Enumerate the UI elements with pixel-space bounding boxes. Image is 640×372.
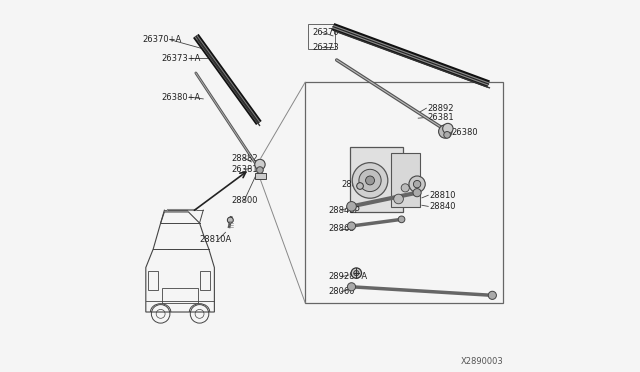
Text: 26373+A: 26373+A [161,54,201,62]
Circle shape [409,176,425,192]
Text: 26370: 26370 [312,28,339,37]
Circle shape [348,222,356,230]
Text: 28882: 28882 [231,154,258,163]
Circle shape [365,176,374,185]
Circle shape [488,291,497,299]
Circle shape [444,132,451,138]
FancyBboxPatch shape [391,153,420,208]
Circle shape [257,167,263,173]
Text: 28060: 28060 [328,287,355,296]
Bar [148,271,158,290]
Circle shape [351,268,362,278]
Circle shape [356,183,364,189]
Text: X2890003: X2890003 [461,357,504,366]
Circle shape [255,159,265,170]
Circle shape [438,125,452,138]
Circle shape [348,283,356,291]
Text: 28829: 28829 [342,180,368,189]
Text: 26381: 26381 [231,165,258,174]
Text: 28810A: 28810A [200,235,232,244]
Circle shape [352,163,388,198]
Text: 26380+A: 26380+A [161,93,200,102]
Circle shape [398,216,405,223]
Circle shape [359,169,381,192]
Circle shape [347,202,356,211]
Circle shape [413,189,421,197]
Text: 28840P: 28840P [328,206,360,215]
Text: 26381: 26381 [428,113,454,122]
Text: 28928+A: 28928+A [328,272,367,281]
Bar [200,271,210,290]
Polygon shape [255,173,266,179]
Text: 26373: 26373 [312,42,339,51]
Text: 28800: 28800 [231,196,257,205]
Text: 26370+A: 26370+A [143,35,182,44]
FancyBboxPatch shape [349,147,403,212]
Circle shape [443,124,453,134]
Circle shape [227,217,233,223]
Circle shape [401,184,410,192]
Bar [305,82,504,303]
Bar [308,24,335,49]
Circle shape [394,194,403,204]
Text: 28892: 28892 [428,104,454,113]
Text: 28810: 28810 [429,191,456,200]
Text: 28840: 28840 [429,202,456,211]
Text: 26380: 26380 [452,128,478,137]
Text: 28865: 28865 [328,224,355,233]
Circle shape [413,180,421,188]
Bar [163,288,198,303]
Circle shape [354,270,359,276]
